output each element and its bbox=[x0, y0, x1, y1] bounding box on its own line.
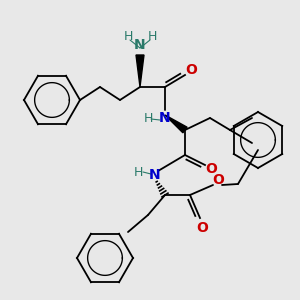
Text: N: N bbox=[134, 38, 146, 52]
Text: O: O bbox=[196, 221, 208, 235]
Text: H: H bbox=[143, 112, 153, 124]
Text: H: H bbox=[147, 31, 157, 44]
Text: N: N bbox=[149, 168, 161, 182]
Polygon shape bbox=[136, 55, 144, 87]
Text: N: N bbox=[159, 111, 171, 125]
Text: O: O bbox=[212, 173, 224, 187]
Text: O: O bbox=[185, 63, 197, 77]
Polygon shape bbox=[165, 115, 187, 133]
Text: H: H bbox=[133, 166, 143, 178]
Text: H: H bbox=[123, 31, 133, 44]
Text: O: O bbox=[205, 162, 217, 176]
